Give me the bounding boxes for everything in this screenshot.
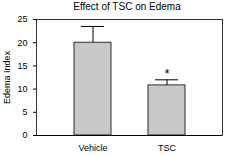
html-text:Effect of TSC on Edema: Effect of TSC on Edema (73, 1, 181, 12)
svg-text:10: 10 (17, 84, 27, 94)
svg-text:*: * (164, 66, 169, 81)
svg-text:15: 15 (17, 61, 27, 71)
svg-text:20: 20 (17, 38, 27, 48)
svg-text:Edema Index: Edema Index (2, 50, 12, 104)
svg-text:25: 25 (17, 14, 27, 24)
svg-text:5: 5 (22, 107, 27, 117)
svg-text:TSC: TSC (158, 143, 177, 153)
svg-text:Vehicle: Vehicle (78, 143, 107, 153)
svg-text:0: 0 (22, 130, 27, 140)
